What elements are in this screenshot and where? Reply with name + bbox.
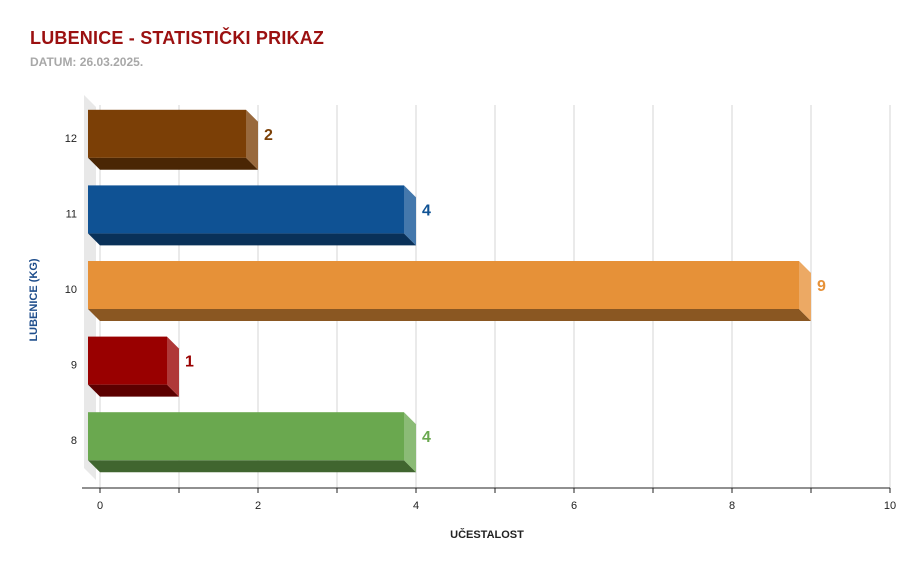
bar[interactable] — [88, 336, 167, 385]
bar-side-face — [404, 412, 416, 473]
bar[interactable] — [88, 109, 246, 158]
bar[interactable] — [88, 261, 799, 309]
y-tick-label: 10 — [65, 284, 77, 296]
bar-bottom-face — [88, 233, 416, 246]
bar-bottom-face — [88, 157, 258, 170]
y-axis-title: LUBENICE (KG) — [28, 258, 40, 341]
x-tick-label: 4 — [413, 500, 419, 512]
axes-group: 0 2 4 6 8 10 12 11 10 9 8 — [65, 133, 896, 512]
x-tick-label: 6 — [571, 500, 577, 512]
y-tick-label: 8 — [71, 435, 77, 447]
x-tick-label: 2 — [255, 500, 261, 512]
bar-value-label: 4 — [422, 202, 431, 219]
y-tick-label: 11 — [66, 208, 77, 220]
x-tick-label: 10 — [884, 500, 896, 512]
bar-value-label: 9 — [817, 278, 826, 295]
y-tick-label: 9 — [71, 360, 77, 372]
x-tick-label: 8 — [729, 500, 735, 512]
x-axis-title: UČESTALOST — [450, 528, 524, 541]
y-tick-label: 12 — [65, 133, 77, 145]
bar-bottom-face — [88, 384, 179, 397]
bar-side-face — [404, 185, 416, 246]
bar-value-label: 1 — [185, 354, 194, 371]
bar-side-face — [167, 336, 179, 397]
chart-subtitle: DATUM: 26.03.2025. — [30, 55, 144, 69]
bar[interactable] — [88, 185, 404, 234]
bar-side-face — [799, 261, 811, 321]
chart-title: LUBENICE - STATISTIČKI PRIKAZ — [30, 28, 325, 48]
bar-side-face — [246, 109, 258, 170]
bar-bottom-face — [88, 309, 811, 321]
x-tick-label: 0 — [97, 500, 103, 512]
bar-value-label: 2 — [264, 127, 273, 144]
bar[interactable] — [88, 412, 404, 461]
bar-value-label: 4 — [422, 429, 431, 446]
bar-bottom-face — [88, 460, 416, 473]
